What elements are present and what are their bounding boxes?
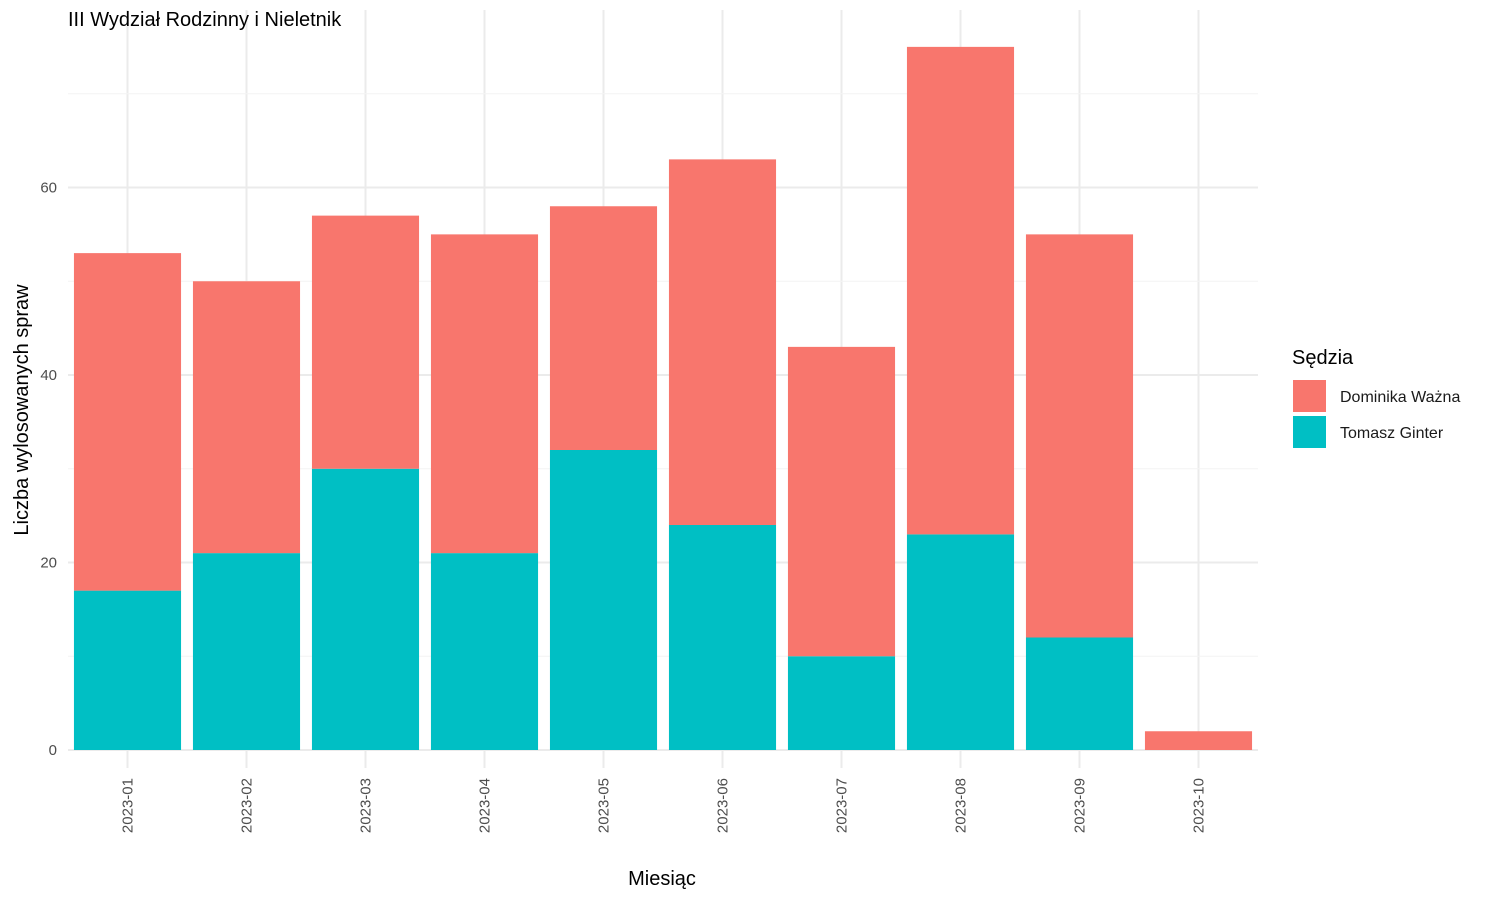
bar-dominika-wa-na <box>906 46 1015 535</box>
x-tick-label: 2023-08 <box>953 778 970 833</box>
chart-title: III Wydział Rodzinny i Nieletnik <box>68 9 342 31</box>
bar-dominika-wa-na <box>430 234 539 554</box>
y-tick-label: 0 <box>49 742 57 759</box>
bar-tomasz-ginter <box>73 590 182 750</box>
legend: Sędzia Dominika Ważna Tomasz Ginter <box>1292 347 1460 448</box>
y-tick-label: 40 <box>40 367 57 384</box>
bar-dominika-wa-na <box>787 346 896 657</box>
bar-dominika-wa-na <box>192 281 301 554</box>
x-tick-label: 2023-02 <box>239 778 256 833</box>
bar-tomasz-ginter <box>668 525 777 750</box>
bar-tomasz-ginter <box>787 656 896 750</box>
x-tick-label: 2023-09 <box>1072 778 1089 833</box>
bars <box>73 46 1253 750</box>
bar-tomasz-ginter <box>906 534 1015 750</box>
bar-tomasz-ginter <box>1025 637 1134 750</box>
legend-key <box>1293 380 1326 412</box>
bar-dominika-wa-na <box>311 215 420 469</box>
x-tick-label: 2023-07 <box>834 778 851 833</box>
legend-key <box>1293 416 1326 448</box>
y-tick-label: 60 <box>40 180 57 197</box>
bar-dominika-wa-na <box>549 206 658 450</box>
bar-dominika-wa-na <box>1025 234 1134 638</box>
bar-tomasz-ginter <box>549 450 658 750</box>
x-tick-label: 2023-04 <box>477 778 494 833</box>
x-tick-label: 2023-06 <box>715 778 732 833</box>
bar-tomasz-ginter <box>311 468 420 750</box>
x-tick-label: 2023-01 <box>120 778 137 833</box>
legend-label: Tomasz Ginter <box>1340 425 1444 442</box>
y-tick-label: 20 <box>40 555 57 572</box>
legend-title: Sędzia <box>1292 347 1354 369</box>
x-axis-title: Miesiąc <box>628 868 696 890</box>
bar-dominika-wa-na <box>1144 731 1253 750</box>
bar-tomasz-ginter <box>192 553 301 750</box>
legend-label: Dominika Ważna <box>1340 389 1460 406</box>
x-tick-label: 2023-03 <box>358 778 375 833</box>
x-tick-label: 2023-10 <box>1191 778 1208 833</box>
bar-tomasz-ginter <box>430 553 539 750</box>
bar-dominika-wa-na <box>73 253 182 591</box>
bar-dominika-wa-na <box>668 159 777 525</box>
y-axis-title: Liczba wylosowanych spraw <box>11 284 33 536</box>
tick-labels: 0 20 40 60 2023-01 2023-02 2023-03 2023-04 2023-… <box>40 180 1207 834</box>
x-tick-label: 2023-05 <box>596 778 613 833</box>
